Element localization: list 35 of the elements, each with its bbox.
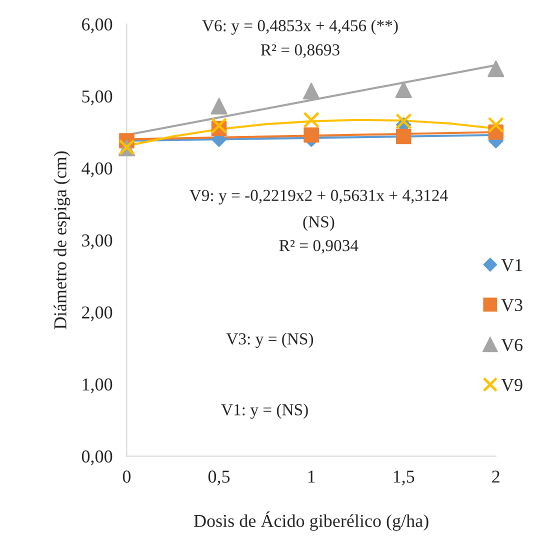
- annotation: V6: y = 0,4853x + 4,456 (**): [202, 20, 398, 35]
- point: [395, 81, 412, 98]
- legend-label: V3: [501, 298, 522, 312]
- point: [488, 60, 504, 78]
- point: [210, 98, 228, 115]
- annotation: R² = 0,8693: [260, 44, 340, 58]
- legend-label: V9: [501, 378, 522, 392]
- annotation: V3: y = (NS): [226, 332, 314, 348]
- y-tick-label: 2,00: [82, 306, 112, 322]
- y-tick-label: 5,00: [82, 90, 112, 106]
- x-tick-label: 0: [122, 470, 131, 483]
- y-tick-label: 4,00: [82, 162, 112, 178]
- point: [302, 82, 320, 100]
- y-tick-label: 6,00: [82, 18, 112, 34]
- x-axis-title: Dosis de Ácido giberélico (g/ha): [194, 511, 428, 531]
- annotation: R² = 0,9034: [279, 240, 358, 254]
- point: [396, 128, 412, 144]
- x-tick-label: 0,5: [208, 470, 230, 486]
- legend-label: V1: [501, 259, 522, 272]
- x-tick-label: 1: [308, 470, 315, 483]
- annotation: V1: y = (NS): [221, 404, 308, 419]
- point: [488, 116, 504, 134]
- point: [395, 113, 412, 130]
- y-tick-label: 3,00: [82, 234, 112, 250]
- y-tick-label: 1,00: [82, 378, 112, 394]
- annotation: (NS): [303, 216, 334, 231]
- y-axis-title: Diámetro de espiga (cm): [54, 151, 70, 330]
- annotation: V9: y = -0,2219x2 + 0,5631x + 4,3124: [190, 190, 448, 204]
- x-tick-label: 1,5: [394, 470, 414, 486]
- point: [210, 117, 228, 134]
- point: [303, 112, 320, 128]
- legend-label: V6: [501, 338, 523, 352]
- x-tick-label: 2: [492, 470, 500, 483]
- y-tick-label: 0,00: [82, 450, 112, 466]
- point: [304, 127, 319, 143]
